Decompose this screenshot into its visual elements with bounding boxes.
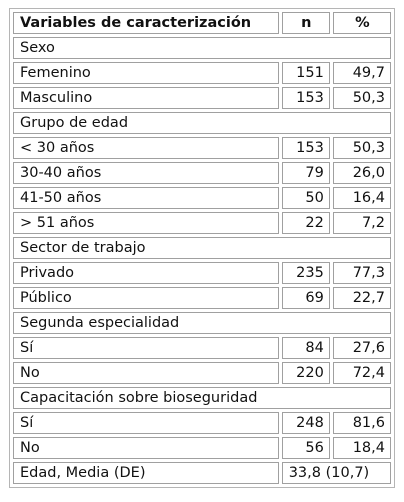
- row-label: Femenino: [13, 62, 279, 84]
- row-label: 30-40 años: [13, 162, 279, 184]
- table-row: No 56 18,4: [13, 437, 391, 459]
- summary-label: Edad, Media (DE): [13, 462, 279, 484]
- row-label: Sí: [13, 337, 279, 359]
- section-row: Sector de trabajo: [13, 237, 391, 259]
- section-row: Capacitación sobre bioseguridad: [13, 387, 391, 409]
- row-percent: 50,3: [332, 137, 391, 159]
- row-label: Masculino: [13, 87, 279, 109]
- row-label: 41-50 años: [13, 187, 279, 209]
- table-row: Público 69 22,7: [13, 287, 391, 309]
- table-row: Sí 84 27,6: [13, 337, 391, 359]
- row-percent: 27,6: [332, 337, 391, 359]
- table-row: No 220 72,4: [13, 362, 391, 384]
- table-row: 30-40 años 79 26,0: [13, 162, 391, 184]
- section-row: Sexo: [13, 37, 391, 59]
- row-count: 22: [281, 212, 330, 234]
- row-count: 84: [281, 337, 330, 359]
- row-percent: 49,7: [332, 62, 391, 84]
- row-percent: 50,3: [332, 87, 391, 109]
- row-percent: 77,3: [332, 262, 391, 284]
- row-count: 248: [281, 412, 330, 434]
- section-row: Segunda especialidad: [13, 312, 391, 334]
- row-percent: 16,4: [332, 187, 391, 209]
- row-count: 220: [281, 362, 330, 384]
- row-count: 79: [281, 162, 330, 184]
- header-row: Variables de caracterización n %: [13, 12, 391, 34]
- section-label: Grupo de edad: [13, 112, 391, 134]
- row-label: No: [13, 437, 279, 459]
- section-label: Segunda especialidad: [13, 312, 391, 334]
- row-percent: 22,7: [332, 287, 391, 309]
- header-variable: Variables de caracterización: [13, 12, 279, 34]
- section-label: Capacitación sobre bioseguridad: [13, 387, 391, 409]
- row-percent: 72,4: [332, 362, 391, 384]
- section-label: Sexo: [13, 37, 391, 59]
- row-percent: 26,0: [332, 162, 391, 184]
- summary-row: Edad, Media (DE) 33,8 (10,7): [13, 462, 391, 484]
- header-percent: %: [332, 12, 391, 34]
- table-row: Sí 248 81,6: [13, 412, 391, 434]
- row-label: Sí: [13, 412, 279, 434]
- table-row: Femenino 151 49,7: [13, 62, 391, 84]
- row-count: 153: [281, 137, 330, 159]
- row-percent: 7,2: [332, 212, 391, 234]
- row-label: > 51 años: [13, 212, 279, 234]
- row-percent: 81,6: [332, 412, 391, 434]
- row-label: Privado: [13, 262, 279, 284]
- row-percent: 18,4: [332, 437, 391, 459]
- row-count: 69: [281, 287, 330, 309]
- section-row: Grupo de edad: [13, 112, 391, 134]
- row-label: Público: [13, 287, 279, 309]
- row-count: 153: [281, 87, 330, 109]
- table-body: Sexo Femenino 151 49,7 Masculino 153 50,3 Grupo…: [13, 37, 391, 484]
- table-row: > 51 años 22 7,2: [13, 212, 391, 234]
- table-row: < 30 años 153 50,3: [13, 137, 391, 159]
- row-label: < 30 años: [13, 137, 279, 159]
- table-row: Masculino 153 50,3: [13, 87, 391, 109]
- table-row: 41-50 años 50 16,4: [13, 187, 391, 209]
- row-count: 56: [281, 437, 330, 459]
- row-count: 235: [281, 262, 330, 284]
- row-count: 151: [281, 62, 330, 84]
- characterization-table: Variables de caracterización n % Sexo Fem…: [9, 8, 395, 488]
- row-label: No: [13, 362, 279, 384]
- header-n: n: [281, 12, 330, 34]
- table-row: Privado 235 77,3: [13, 262, 391, 284]
- row-count: 50: [281, 187, 330, 209]
- section-label: Sector de trabajo: [13, 237, 391, 259]
- summary-value: 33,8 (10,7): [281, 462, 391, 484]
